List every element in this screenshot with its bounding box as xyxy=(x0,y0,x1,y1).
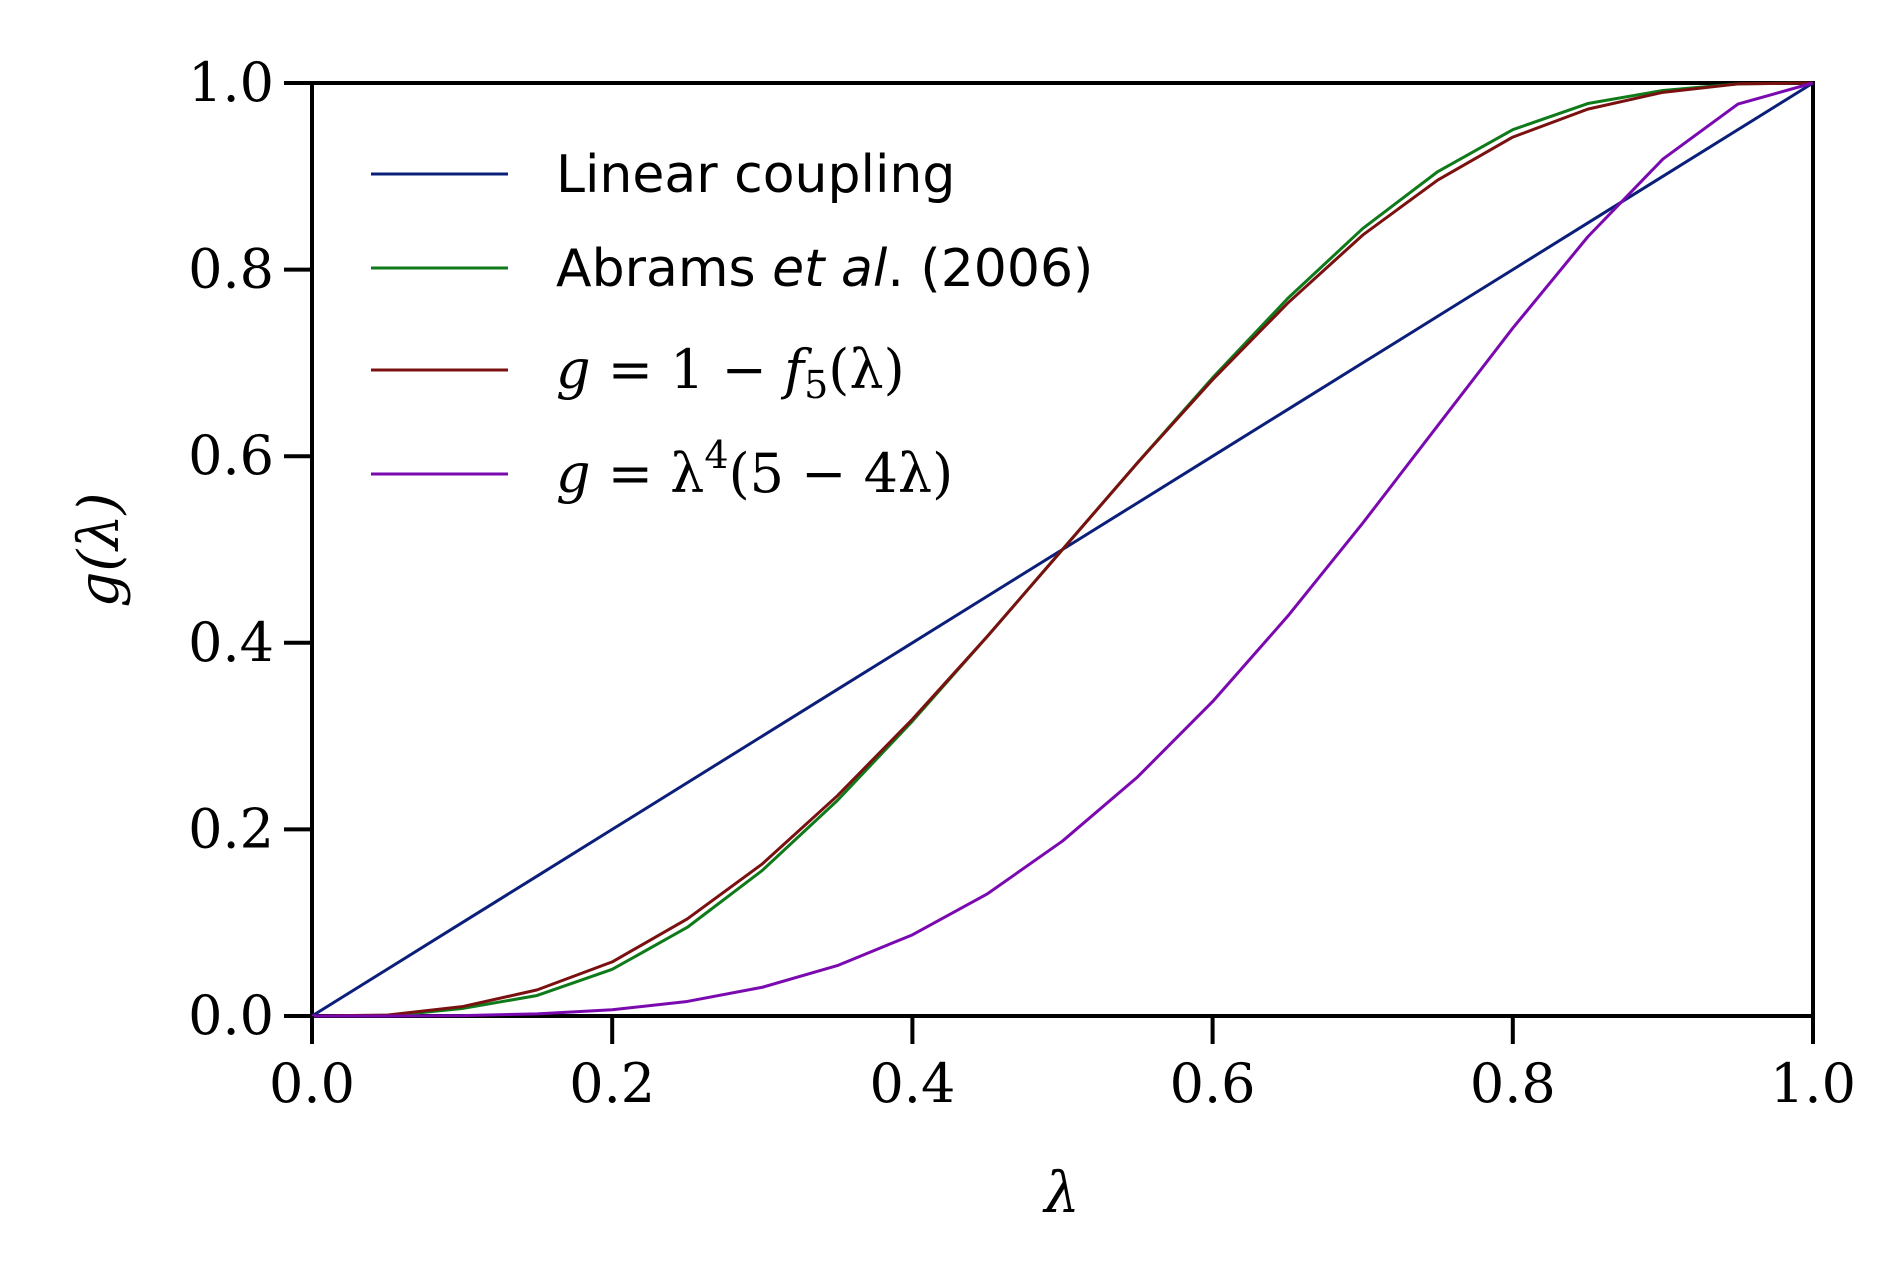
series-layer xyxy=(311,81,1814,1018)
x-axis-label: λ xyxy=(1042,1161,1080,1226)
legend-label-abrams: Abrams et al. (2006) xyxy=(556,239,1093,299)
legend-label-f5: g = 1 − f5(λ) xyxy=(556,338,905,407)
x-tick-label: 0.8 xyxy=(1470,1052,1556,1115)
legend-label-poly: g = λ4(5 − 4λ) xyxy=(556,433,953,505)
y-tick-label: 0.8 xyxy=(188,238,274,301)
x-tick-label: 1.0 xyxy=(1770,1052,1856,1115)
x-axis: 0.0 0.2 0.4 0.6 0.8 1.0 xyxy=(269,1016,1856,1115)
y-axis-label: g(λ) xyxy=(67,492,132,607)
x-tick-label: 0.6 xyxy=(1170,1052,1256,1115)
series-line-poly xyxy=(311,81,1814,1018)
legend-label-linear: Linear coupling xyxy=(556,145,955,205)
y-tick-label: 0.0 xyxy=(188,984,274,1047)
plot-area xyxy=(310,81,1815,1018)
x-tick-label: 0.4 xyxy=(869,1052,955,1115)
x-tick-label: 0.2 xyxy=(569,1052,655,1115)
y-tick-label: 1.0 xyxy=(188,51,274,114)
series-line-f5 xyxy=(311,81,1814,1018)
y-axis: 0.0 0.2 0.4 0.6 0.8 1.0 xyxy=(188,51,312,1047)
y-tick-label: 0.2 xyxy=(188,797,274,860)
x-tick-label: 0.0 xyxy=(269,1052,355,1115)
y-tick-label: 0.4 xyxy=(188,611,274,674)
legend: Linear coupling Abrams et al. (2006) g =… xyxy=(371,145,1093,505)
y-tick-label: 0.6 xyxy=(188,424,274,487)
